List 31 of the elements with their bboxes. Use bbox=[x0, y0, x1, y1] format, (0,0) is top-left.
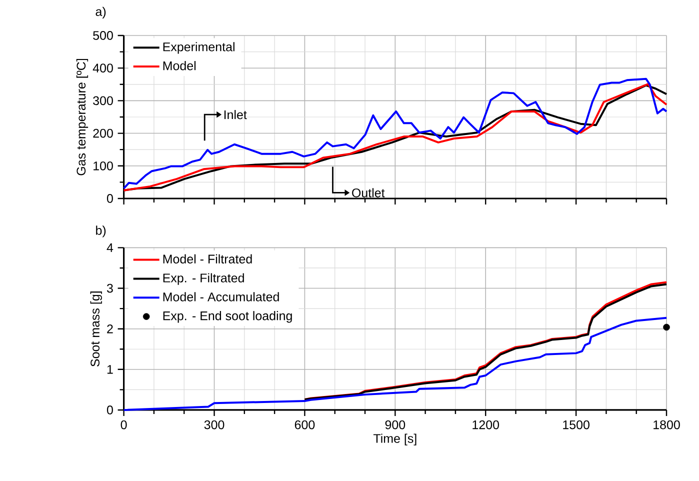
legend-label: Experimental bbox=[163, 42, 234, 54]
y-tick-label: 200 bbox=[93, 128, 113, 138]
legend-label: Model - Accumulated bbox=[163, 292, 279, 302]
y-tick-label: 1 bbox=[107, 365, 113, 374]
x-tick-label: 300 bbox=[204, 420, 224, 430]
x-tick-label: 900 bbox=[385, 420, 406, 430]
annotation: Inlet bbox=[224, 110, 247, 120]
y-tick-label: 300 bbox=[93, 96, 113, 106]
x-tick-label: 1800 bbox=[654, 420, 680, 430]
text: b) bbox=[96, 226, 106, 238]
annotation: Outlet bbox=[352, 188, 385, 198]
legend-label: Model bbox=[163, 61, 196, 70]
legend-label: Exp. - End soot loading bbox=[163, 311, 292, 323]
y-tick-label: 0 bbox=[106, 194, 113, 203]
y-tick-label: 4 bbox=[106, 243, 114, 252]
y-axis-title: Gas temperature [ºC] bbox=[76, 59, 88, 176]
y-tick-label: 3 bbox=[106, 284, 113, 293]
text: a) bbox=[96, 6, 106, 18]
y-tick-label: 2 bbox=[107, 324, 113, 334]
x-tick-label: 1500 bbox=[563, 420, 590, 430]
x-tick-label: 1200 bbox=[472, 420, 500, 430]
y-axis-title: Soot mass [g] bbox=[90, 292, 102, 366]
x-axis-title: Time [s] bbox=[373, 434, 416, 446]
y-tick-label: 400 bbox=[92, 64, 113, 73]
y-tick-label: 100 bbox=[94, 161, 113, 170]
y-tick-label: 500 bbox=[93, 31, 113, 40]
y-tick-label: 0 bbox=[106, 406, 113, 414]
legend-label: Exp. - Filtrated bbox=[163, 273, 244, 285]
x-tick-label: 0 bbox=[120, 420, 127, 430]
legend-label: Model - Filtrated bbox=[163, 254, 252, 264]
x-tick-label: 600 bbox=[294, 420, 315, 430]
